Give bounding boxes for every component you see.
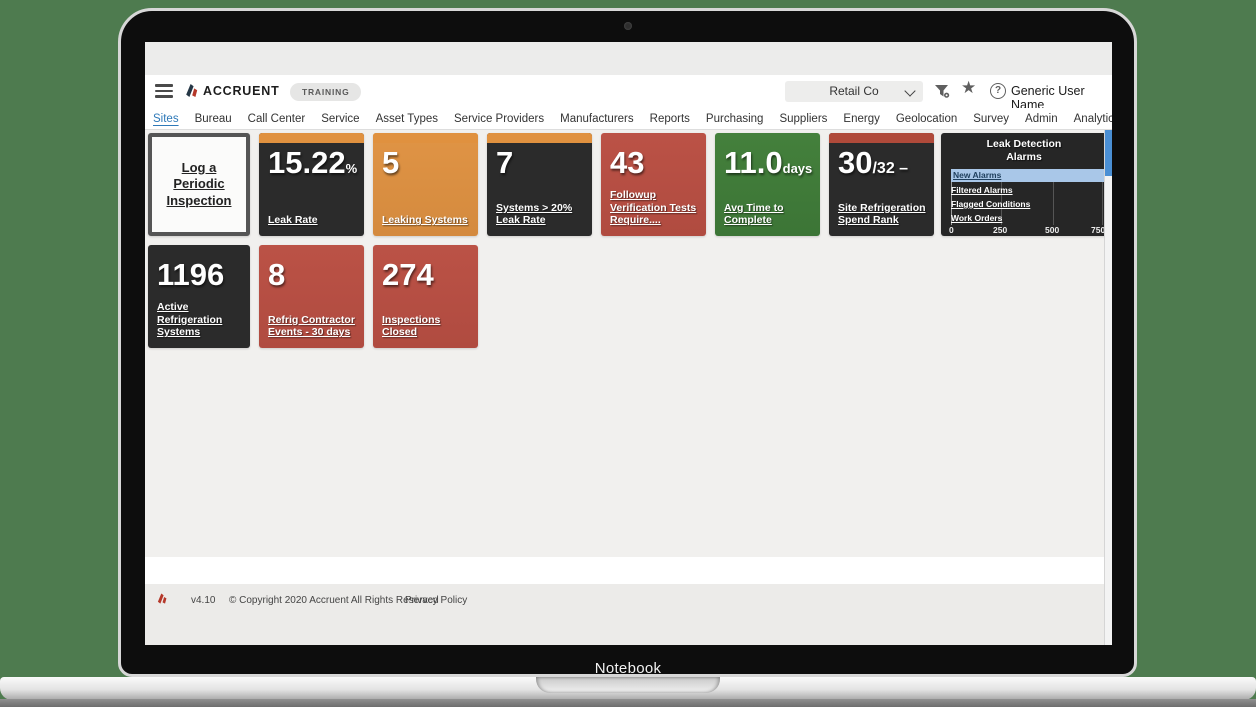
tile-site-refrigeration-spend-rank[interactable]: 30/32 – Site Refrigeration Spend Rank <box>829 133 934 236</box>
privacy-policy-link[interactable]: Privacy Policy <box>405 595 468 606</box>
tile-value: 11.0 <box>724 145 783 180</box>
app-footer: v4.10 © Copyright 2020 Accruent All Righ… <box>145 584 1112 645</box>
chart-gridline <box>1053 169 1054 225</box>
brand-name: ACCRUENT <box>203 84 280 98</box>
tile-label: Leaking Systems <box>382 214 468 227</box>
org-selector-dropdown[interactable]: Retail Co <box>785 81 923 102</box>
tile-top-strip <box>829 133 934 143</box>
nav-item-call-center[interactable]: Call Center <box>247 112 306 125</box>
favorite-star-icon[interactable]: ★ <box>961 78 977 97</box>
tile-inspections-closed[interactable]: 274 Inspections Closed <box>373 245 478 348</box>
chart-row-filtered-alarms[interactable]: Filtered Alarms <box>951 185 1013 195</box>
tile-top-strip <box>487 133 592 143</box>
tile-value: 8 <box>268 257 286 292</box>
help-icon[interactable]: ? <box>990 83 1006 99</box>
org-selector-value: Retail Co <box>829 84 879 98</box>
tile-label: Active Refrigeration Systems <box>157 301 223 339</box>
tile-unit: % <box>345 161 358 176</box>
chart-title: Leak Detection Alarms <box>986 138 1062 164</box>
tile-label: Site Refrigeration Spend Rank <box>838 201 926 227</box>
main-nav: Sites Bureau Call Center Service Asset T… <box>145 108 1112 130</box>
laptop-base-edge <box>0 699 1256 707</box>
tile-log-periodic-inspection[interactable]: Log a Periodic Inspection <box>148 133 250 236</box>
app-version: v4.10 <box>191 595 216 606</box>
vertical-scrollbar[interactable] <box>1104 130 1112 645</box>
chart-y-axis <box>951 169 952 225</box>
chart-rows: New Alarms Filtered Alarms Flagged Condi… <box>951 169 1107 226</box>
tile-leak-detection-alarms-chart[interactable]: Leak Detection Alarms New Alarms Filtere… <box>941 133 1107 236</box>
tile-label: Leak Rate <box>268 214 318 227</box>
tile-value: 5 <box>382 145 400 180</box>
x-tick: 750 <box>1091 225 1106 235</box>
tile-value: 1196 <box>157 257 225 292</box>
environment-badge: TRAINING <box>290 83 362 101</box>
tile-label: Followup Verification Tests Require.... <box>610 189 697 227</box>
tile-label: Log a Periodic Inspection <box>166 160 232 208</box>
nav-item-sites[interactable]: Sites <box>153 112 179 125</box>
tile-value: 43 <box>610 145 645 180</box>
tile-label: Inspections Closed <box>382 313 441 339</box>
chart-x-axis-ticks: 0 250 500 750 <box>941 225 1107 235</box>
nav-item-survey[interactable]: Survey <box>973 112 1010 125</box>
window-chrome-strip <box>145 42 1112 75</box>
tile-active-refrigeration-systems[interactable]: 1196 Active Refrigeration Systems <box>148 245 250 348</box>
tile-top-strip <box>373 133 478 143</box>
x-tick: 250 <box>993 225 1008 235</box>
nav-item-energy[interactable]: Energy <box>843 112 880 125</box>
tile-value: 15.22 <box>268 145 346 180</box>
nav-item-purchasing[interactable]: Purchasing <box>705 112 764 125</box>
nav-item-reports[interactable]: Reports <box>649 112 690 125</box>
x-tick: 0 <box>949 225 954 235</box>
menu-icon[interactable] <box>155 84 173 98</box>
nav-item-service-providers[interactable]: Service Providers <box>454 112 545 125</box>
copyright-text: © Copyright 2020 Accruent All Rights Res… <box>229 595 439 606</box>
nav-item-bureau[interactable]: Bureau <box>194 112 232 125</box>
tile-refrig-contractor-events[interactable]: 8 Refrig Contractor Events - 30 days <box>259 245 364 348</box>
chart-gridline <box>1102 169 1103 225</box>
tile-leak-rate[interactable]: 15.22% Leak Rate <box>259 133 364 236</box>
nav-item-service[interactable]: Service <box>321 112 360 125</box>
accruent-footer-logo-icon <box>157 593 167 604</box>
app-header: ACCRUENT TRAINING Retail Co ★ ? Generic … <box>145 75 1112 112</box>
accruent-logo-icon <box>186 84 198 97</box>
app-screen: ACCRUENT TRAINING Retail Co ★ ? Generic … <box>145 42 1112 645</box>
tile-followup-verification-tests[interactable]: 43 Followup Verification Tests Require..… <box>601 133 706 236</box>
laptop-notch <box>536 677 720 693</box>
tile-label: Refrig Contractor Events - 30 days <box>268 313 355 339</box>
tile-value: 274 <box>382 257 434 292</box>
nav-item-admin[interactable]: Admin <box>1025 112 1058 125</box>
tile-value: 30 <box>838 145 873 180</box>
chart-gridline <box>1001 169 1002 225</box>
tile-label: Avg Time to Complete <box>724 201 784 227</box>
tile-systems-over-20-leak-rate[interactable]: 7 Systems > 20% Leak Rate <box>487 133 592 236</box>
webcam-icon <box>624 22 632 30</box>
filter-icon[interactable] <box>933 82 951 100</box>
scrollbar-thumb[interactable] <box>1105 130 1112 176</box>
chart-row-new-alarms[interactable]: New Alarms <box>951 169 1107 182</box>
tile-label: Systems > 20% Leak Rate <box>496 201 573 227</box>
nav-item-analytics[interactable]: Analytics <box>1073 112 1112 125</box>
content-lower-band <box>145 557 1112 584</box>
laptop-model-label: Notebook <box>594 660 662 677</box>
nav-item-asset-types[interactable]: Asset Types <box>375 112 438 125</box>
tile-leaking-systems[interactable]: 5 Leaking Systems <box>373 133 478 236</box>
nav-item-manufacturers[interactable]: Manufacturers <box>560 112 634 125</box>
nav-item-geolocation[interactable]: Geolocation <box>895 112 958 125</box>
nav-item-suppliers[interactable]: Suppliers <box>779 112 828 125</box>
chart-row-work-orders[interactable]: Work Orders <box>951 213 1003 223</box>
chart-row-flagged-conditions[interactable]: Flagged Conditions <box>951 199 1031 209</box>
x-tick: 500 <box>1045 225 1060 235</box>
tile-unit: days <box>782 161 813 176</box>
tile-value: 7 <box>496 145 514 180</box>
tile-top-strip <box>259 133 364 143</box>
tile-unit: /32 – <box>872 160 909 177</box>
chevron-down-icon <box>904 85 916 97</box>
tile-avg-time-to-complete[interactable]: 11.0days Avg Time to Complete <box>715 133 820 236</box>
